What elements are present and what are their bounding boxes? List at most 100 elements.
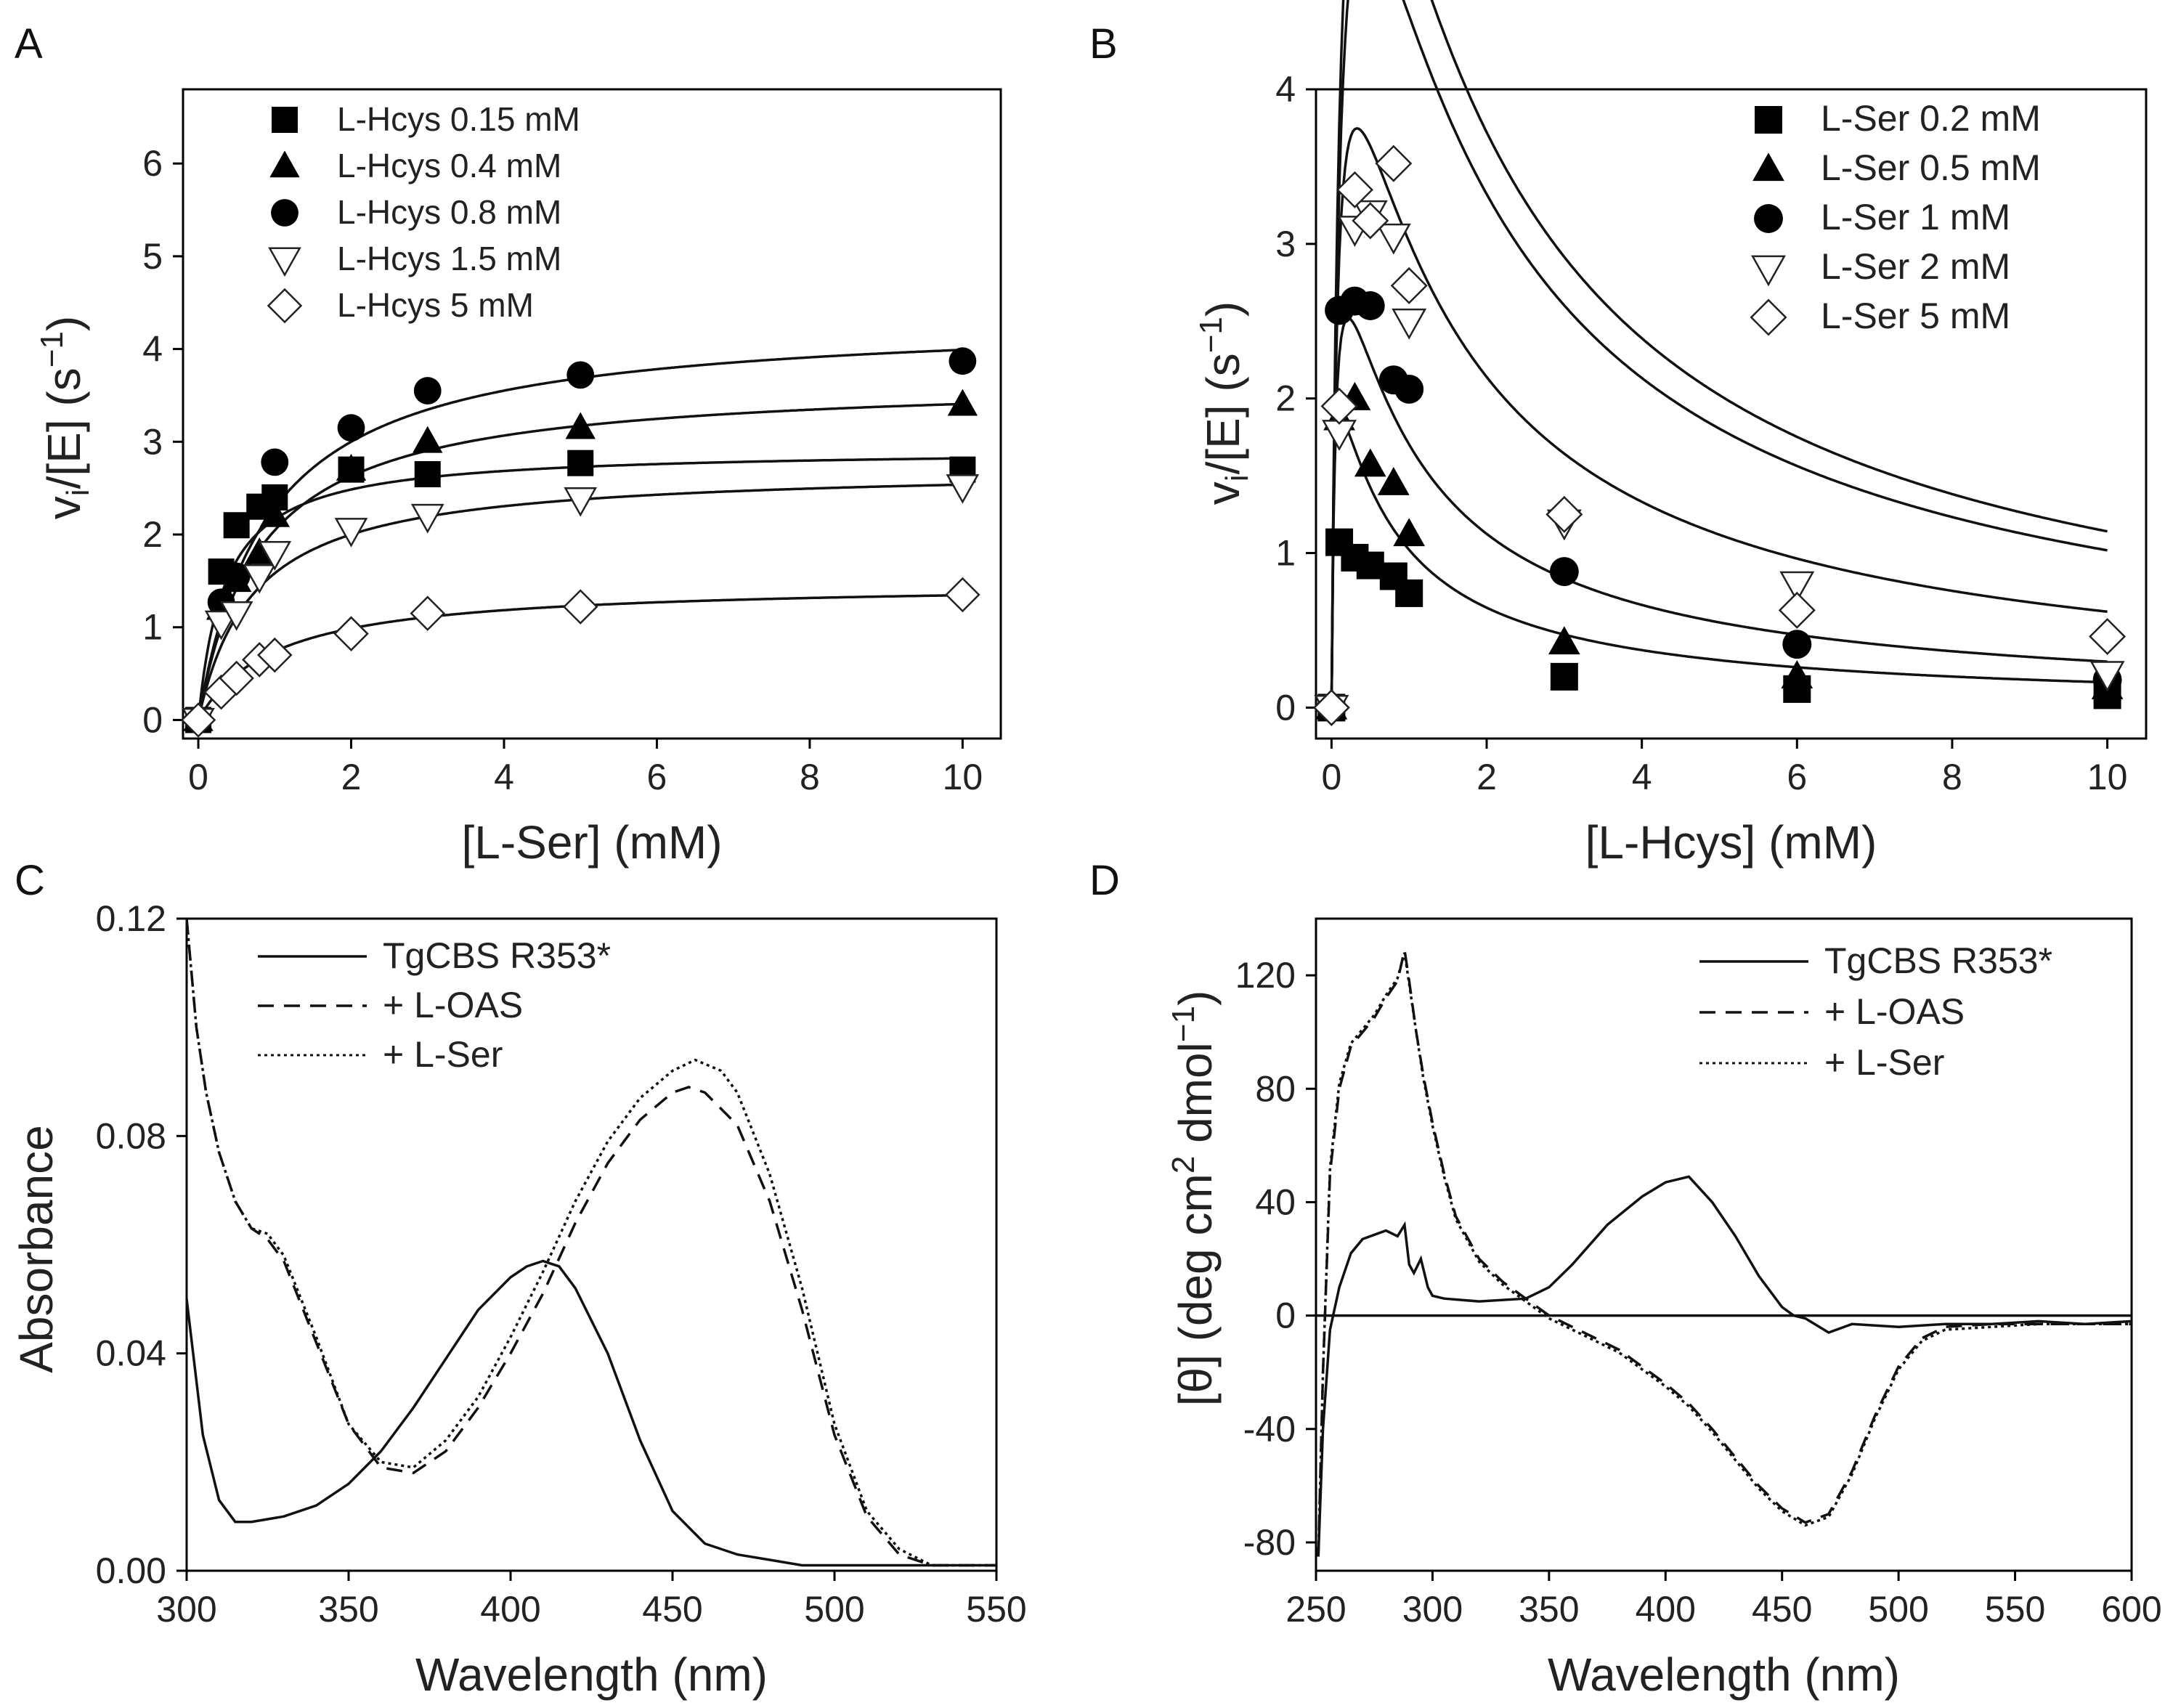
legend-label: TgCBS R353* — [383, 935, 611, 976]
y-tick-label: 0 — [1275, 1296, 1296, 1336]
x-tick-label: 4 — [494, 757, 514, 797]
x-tick-label: 300 — [1402, 1589, 1463, 1630]
plot-frame — [1315, 88, 2148, 740]
x-tick-label: 4 — [1632, 757, 1652, 797]
legend-label: TgCBS R353* — [1824, 940, 2052, 981]
x-axis-label: [L-Hcys] (mM) — [1585, 816, 1877, 869]
y-tick-label: 2 — [142, 514, 163, 555]
data-point-triangle-down — [204, 610, 238, 640]
x-tick-label: 550 — [1985, 1589, 2045, 1630]
data-point-square — [414, 461, 441, 488]
panel-c-ylabel: Absorbance — [10, 1125, 62, 1373]
legend-label: L-Ser 0.5 mM — [1821, 147, 2041, 188]
data-point-diamond — [1778, 591, 1816, 629]
x-tick-label: 8 — [1942, 757, 1962, 797]
x-tick-label: 400 — [480, 1589, 540, 1630]
legend-label: + L-OAS — [1824, 991, 1965, 1032]
y-tick-label: 5 — [142, 236, 163, 277]
data-point-circle — [261, 448, 289, 476]
data-point-diamond — [2089, 617, 2127, 656]
x-tick-label: 550 — [966, 1589, 1026, 1630]
y-tick-label: 40 — [1255, 1182, 1296, 1222]
data-point-diamond — [945, 577, 980, 613]
series-line — [1317, 1175, 2132, 1557]
series-line — [1317, 949, 2132, 1557]
x-tick-label: 450 — [642, 1589, 702, 1630]
x-tick-label: 8 — [800, 757, 820, 797]
data-point-circle — [1394, 374, 1424, 404]
legend-label: L-Ser 5 mM — [1821, 296, 2010, 336]
legend-label: L-Hcys 1.5 mM — [337, 240, 561, 277]
x-tick-label: 350 — [318, 1589, 378, 1630]
panel-b-ylabel: vi/[E] (s−1) — [1193, 301, 1255, 505]
data-point-square — [1550, 662, 1578, 691]
x-axis-label: Wavelength (nm) — [415, 1648, 768, 1701]
legend-label: L-Hcys 0.8 mM — [337, 193, 561, 231]
data-point-diamond — [1375, 145, 1413, 182]
data-point-triangle-up — [336, 454, 367, 481]
data-point-triangle-up — [269, 150, 300, 178]
y-tick-label: 2 — [1275, 378, 1296, 419]
y-tick-label: 80 — [1255, 1068, 1296, 1109]
data-point-triangle-up — [1752, 152, 1784, 182]
x-tick-label: 450 — [1752, 1589, 1812, 1630]
y-tick-label: 0.00 — [96, 1550, 166, 1591]
panel-b-chart: 0 2 4 6 8 10 0 1 2 3 4 [L-Hcys] (mM) L-Ser 0.2 mM L-S… — [1275, 0, 2148, 869]
fit-curve — [197, 349, 963, 720]
panel-a-chart: 0 2 4 6 8 10 0 1 2 3 4 5 6 [L-Ser] (mM) L-Hcys 0.15 mM… — [142, 88, 1002, 869]
data-point-triangle-down — [334, 518, 368, 548]
data-point-circle — [1754, 204, 1783, 233]
data-point-square — [567, 450, 594, 476]
data-point-triangle-up — [1781, 660, 1813, 689]
y-tick-label: 0.12 — [96, 898, 166, 939]
data-point-triangle-up — [1548, 626, 1580, 655]
fit-curve — [1330, 417, 2108, 708]
data-point-circle — [222, 562, 251, 590]
data-point-triangle-down — [1376, 223, 1411, 255]
data-point-triangle-up — [947, 389, 978, 416]
data-point-triangle-down — [268, 247, 301, 277]
data-point-square — [1395, 579, 1423, 607]
data-point-diamond — [333, 616, 369, 651]
fit-curve — [1330, 0, 2108, 708]
plot-frame — [185, 917, 998, 1572]
legend-label: + L-OAS — [383, 985, 523, 1025]
y-tick-label: 6 — [142, 143, 163, 184]
data-point-diamond — [1320, 387, 1358, 425]
data-point-triangle-up — [244, 537, 275, 564]
y-tick-label: 4 — [1275, 69, 1296, 110]
x-tick-label: 6 — [1787, 757, 1807, 797]
series-line — [1317, 952, 2132, 1557]
legend-label: + L-Ser — [383, 1034, 503, 1075]
data-point-triangle-up — [1354, 448, 1386, 477]
data-point-circle — [1782, 630, 1812, 659]
x-tick-label: 10 — [943, 757, 983, 797]
fit-curve — [1330, 0, 2108, 708]
data-point-triangle-down — [1751, 255, 1786, 287]
data-point-diamond — [1336, 171, 1373, 208]
data-point-triangle-down — [258, 541, 292, 571]
series-line — [185, 918, 996, 1567]
legend-label: L-Ser 2 mM — [1821, 246, 2010, 287]
y-tick-label: 0 — [1275, 687, 1296, 728]
y-tick-label: 1 — [1275, 533, 1296, 574]
panel-c-chart: 300 350 400 450 500 550 0.00 0.04 0.08 0.12 Wavele… — [96, 898, 1027, 1701]
data-point-triangle-down — [946, 474, 980, 504]
x-tick-label: 2 — [1476, 757, 1497, 797]
data-point-triangle-down — [219, 601, 253, 631]
data-point-square — [272, 107, 298, 133]
panel-label-a: A — [15, 20, 43, 68]
plot-frame — [182, 88, 1002, 740]
data-point-diamond — [1312, 688, 1350, 726]
panel-label-d: D — [1089, 857, 1120, 904]
data-point-diamond — [180, 702, 216, 738]
data-point-diamond — [267, 288, 303, 324]
fit-curve — [1330, 317, 2108, 708]
data-point-triangle-down — [2089, 661, 2125, 692]
fit-curve — [1330, 126, 2108, 708]
plot-frame — [1315, 917, 2133, 1572]
legend-label: L-Ser 0.2 mM — [1821, 98, 2041, 139]
data-point-circle — [1549, 557, 1579, 587]
data-point-diamond — [410, 595, 446, 631]
data-point-triangle-up — [259, 500, 290, 527]
